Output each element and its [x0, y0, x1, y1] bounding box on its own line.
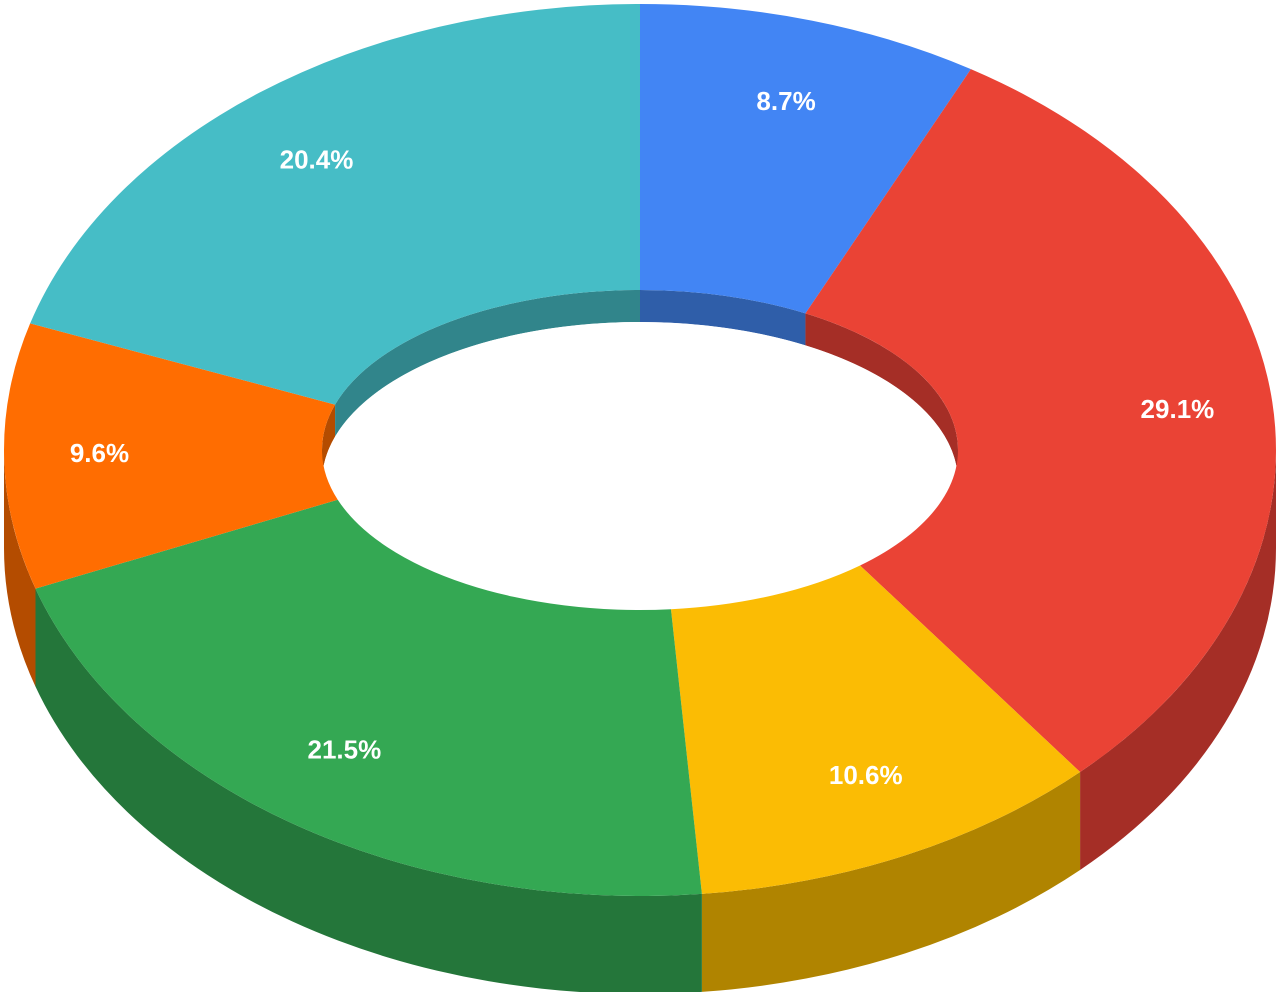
slice-side-3 — [35, 588, 702, 992]
slice-inner-wall-5-1 — [335, 290, 640, 437]
slice-label-3: 21.5% — [307, 734, 381, 764]
slice-top-5 — [30, 4, 640, 405]
slice-inner-wall-1-0 — [805, 313, 958, 482]
slice-side-2 — [701, 771, 1081, 992]
donut-inner-walls — [322, 290, 958, 642]
slice-top-4 — [4, 323, 338, 589]
slice-side-4 — [4, 450, 36, 687]
donut-hole — [322, 322, 958, 642]
slice-top-0 — [640, 4, 971, 314]
donut-top-faces — [4, 4, 1276, 896]
slice-top-1 — [805, 69, 1276, 772]
slice-top-3 — [35, 499, 702, 896]
donut-sides — [4, 450, 1276, 992]
slice-inner-wall-0-0 — [640, 290, 806, 346]
slice-inner-wall-4-1 — [322, 404, 336, 482]
slice-label-4: 9.6% — [70, 438, 129, 468]
slice-top-2 — [670, 565, 1081, 894]
slice-label-5: 20.4% — [280, 144, 354, 174]
slice-label-1: 29.1% — [1141, 394, 1215, 424]
donut-labels: 8.7% 29.1% 10.6% 21.5% 9.6% 20.4% — [70, 86, 1214, 790]
slice-side-1 — [1080, 450, 1276, 870]
slice-label-0: 8.7% — [756, 86, 815, 116]
slice-label-2: 10.6% — [829, 760, 903, 790]
